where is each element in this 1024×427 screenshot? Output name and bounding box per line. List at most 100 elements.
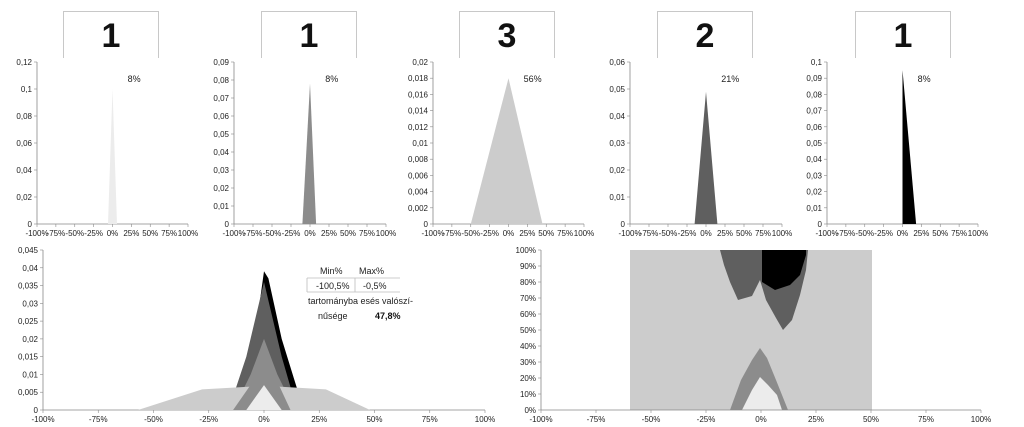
x-tick-label: 0% (304, 229, 316, 238)
x-tick-label: 25% (913, 229, 929, 238)
y-tick-label: 60% (520, 310, 536, 319)
y-tick-label: 0,1 (21, 85, 33, 94)
density-series-area (233, 362, 291, 410)
x-tick-label: -100% (31, 415, 54, 424)
y-tick-label: 0,012 (408, 123, 429, 132)
caption-line-1: tartományba esés valószí- (308, 296, 413, 306)
y-tick-label: 0,06 (16, 139, 32, 148)
max-value: -0,5% (363, 281, 387, 291)
share-label: 21% (721, 74, 739, 84)
y-tick-label: 100% (516, 246, 536, 255)
x-tick-label: 0% (107, 229, 119, 238)
x-tick-label: 25% (717, 229, 733, 238)
y-tick-label: 0,005 (18, 388, 39, 397)
x-tick-label: -25% (678, 229, 697, 238)
y-tick-label: 0,08 (806, 90, 822, 99)
x-tick-label: -100% (421, 229, 444, 238)
x-tick-label: 25% (123, 229, 139, 238)
x-tick-label: -50% (263, 229, 282, 238)
x-tick-label: 0% (258, 415, 270, 424)
y-tick-label: 0,01 (22, 370, 38, 379)
x-tick-label: 100% (475, 415, 495, 424)
x-tick-label: 50% (932, 229, 948, 238)
y-tick-label: 0 (621, 220, 626, 229)
x-tick-label: -50% (855, 229, 874, 238)
y-tick-label: 0,025 (18, 317, 39, 326)
density-area (108, 89, 117, 224)
x-tick-label: -100% (529, 415, 552, 424)
y-tick-label: 70% (520, 294, 536, 303)
x-tick-label: -100% (815, 229, 838, 238)
density-area (902, 70, 917, 224)
y-tick-label: 0% (524, 406, 536, 415)
x-tick-label: 0% (700, 229, 712, 238)
combined-density-chart: 0 0,005 0,01 0,015 0,02 0,025 0,03 0,035 0,04 0,0… (18, 246, 495, 424)
y-tick-label: 0,018 (408, 74, 429, 83)
x-tick-label: 100% (968, 229, 988, 238)
x-tick-label: 100% (971, 415, 991, 424)
x-tick-label: -75% (587, 415, 606, 424)
y-tick-label: 0 (34, 406, 39, 415)
y-tick-label: 0,06 (806, 123, 822, 132)
x-tick-label: -75% (47, 229, 66, 238)
x-tick-label: 75% (557, 229, 573, 238)
x-tick-label: -50% (144, 415, 163, 424)
y-tick-label: 0,02 (806, 188, 822, 197)
density-series-area (246, 385, 282, 410)
y-tick-label: 0,02 (16, 193, 32, 202)
count-value: 2 (695, 17, 715, 55)
cumulative-share-chart: 0% 10% 20% 30% 40% 50% 60% 70% 80% 90% 100% -100% -7… (516, 246, 992, 424)
caption-line-2: nűsége (318, 311, 348, 321)
x-tick-label: 50% (366, 415, 382, 424)
y-tick-label: 0,03 (22, 299, 38, 308)
density-area (694, 91, 718, 224)
y-tick-label: 0,02 (22, 335, 38, 344)
density-area (302, 83, 317, 224)
count-value: 1 (101, 17, 121, 55)
y-tick-label: 0,08 (16, 112, 32, 121)
y-tick-label: 0,02 (213, 184, 229, 193)
x-tick-label: -50% (65, 229, 84, 238)
x-tick-label: -100% (25, 229, 48, 238)
x-tick-label: 0% (503, 229, 515, 238)
x-tick-label: 0% (897, 229, 909, 238)
share-label: 56% (524, 74, 542, 84)
x-tick-label: 50% (863, 415, 879, 424)
x-tick-label: 25% (519, 229, 535, 238)
y-tick-label: 80% (520, 278, 536, 287)
count-value: 3 (497, 17, 517, 55)
y-tick-label: 0,06 (213, 112, 229, 121)
chart-5: 0 0,01 0,02 0,03 0,04 0,05 0,06 0,07 0,08 0,09 0,1… (806, 58, 988, 238)
y-tick-label: 0,05 (609, 85, 625, 94)
y-tick-label: 0 (424, 220, 429, 229)
x-tick-label: 50% (340, 229, 356, 238)
x-tick-label: 100% (376, 229, 396, 238)
x-tick-label: -75% (244, 229, 263, 238)
x-tick-label: 75% (755, 229, 771, 238)
share-label: 8% (325, 74, 338, 84)
x-tick-label: -25% (874, 229, 893, 238)
y-tick-label: 0,045 (18, 246, 39, 255)
x-tick-label: 75% (161, 229, 177, 238)
density-area (470, 78, 543, 224)
y-tick-label: 0,04 (16, 166, 32, 175)
x-tick-label: -25% (697, 415, 716, 424)
x-tick-label: -75% (443, 229, 462, 238)
y-tick-label: 0,06 (609, 58, 625, 67)
x-tick-label: -25% (84, 229, 103, 238)
y-tick-label: 0,002 (408, 204, 429, 213)
y-tick-label: 0,07 (806, 107, 822, 116)
chart-3: 0 0,002 0,004 0,006 0,008 0,01 0,012 0,014 0,016… (408, 58, 594, 238)
count-box-2: 1 (261, 11, 357, 58)
y-tick-label: 0,01 (609, 193, 625, 202)
range-probability-table: Min% Max% -100,5% -0,5% tartományba esés… (306, 266, 413, 321)
y-tick-label: 0 (818, 220, 823, 229)
x-tick-label: 50% (538, 229, 554, 238)
light-region (742, 377, 782, 410)
x-tick-label: -50% (659, 229, 678, 238)
x-tick-label: -50% (642, 415, 661, 424)
min-value: -100,5% (316, 281, 350, 291)
y-tick-label: 0,035 (18, 282, 39, 291)
share-label: 8% (918, 74, 931, 84)
